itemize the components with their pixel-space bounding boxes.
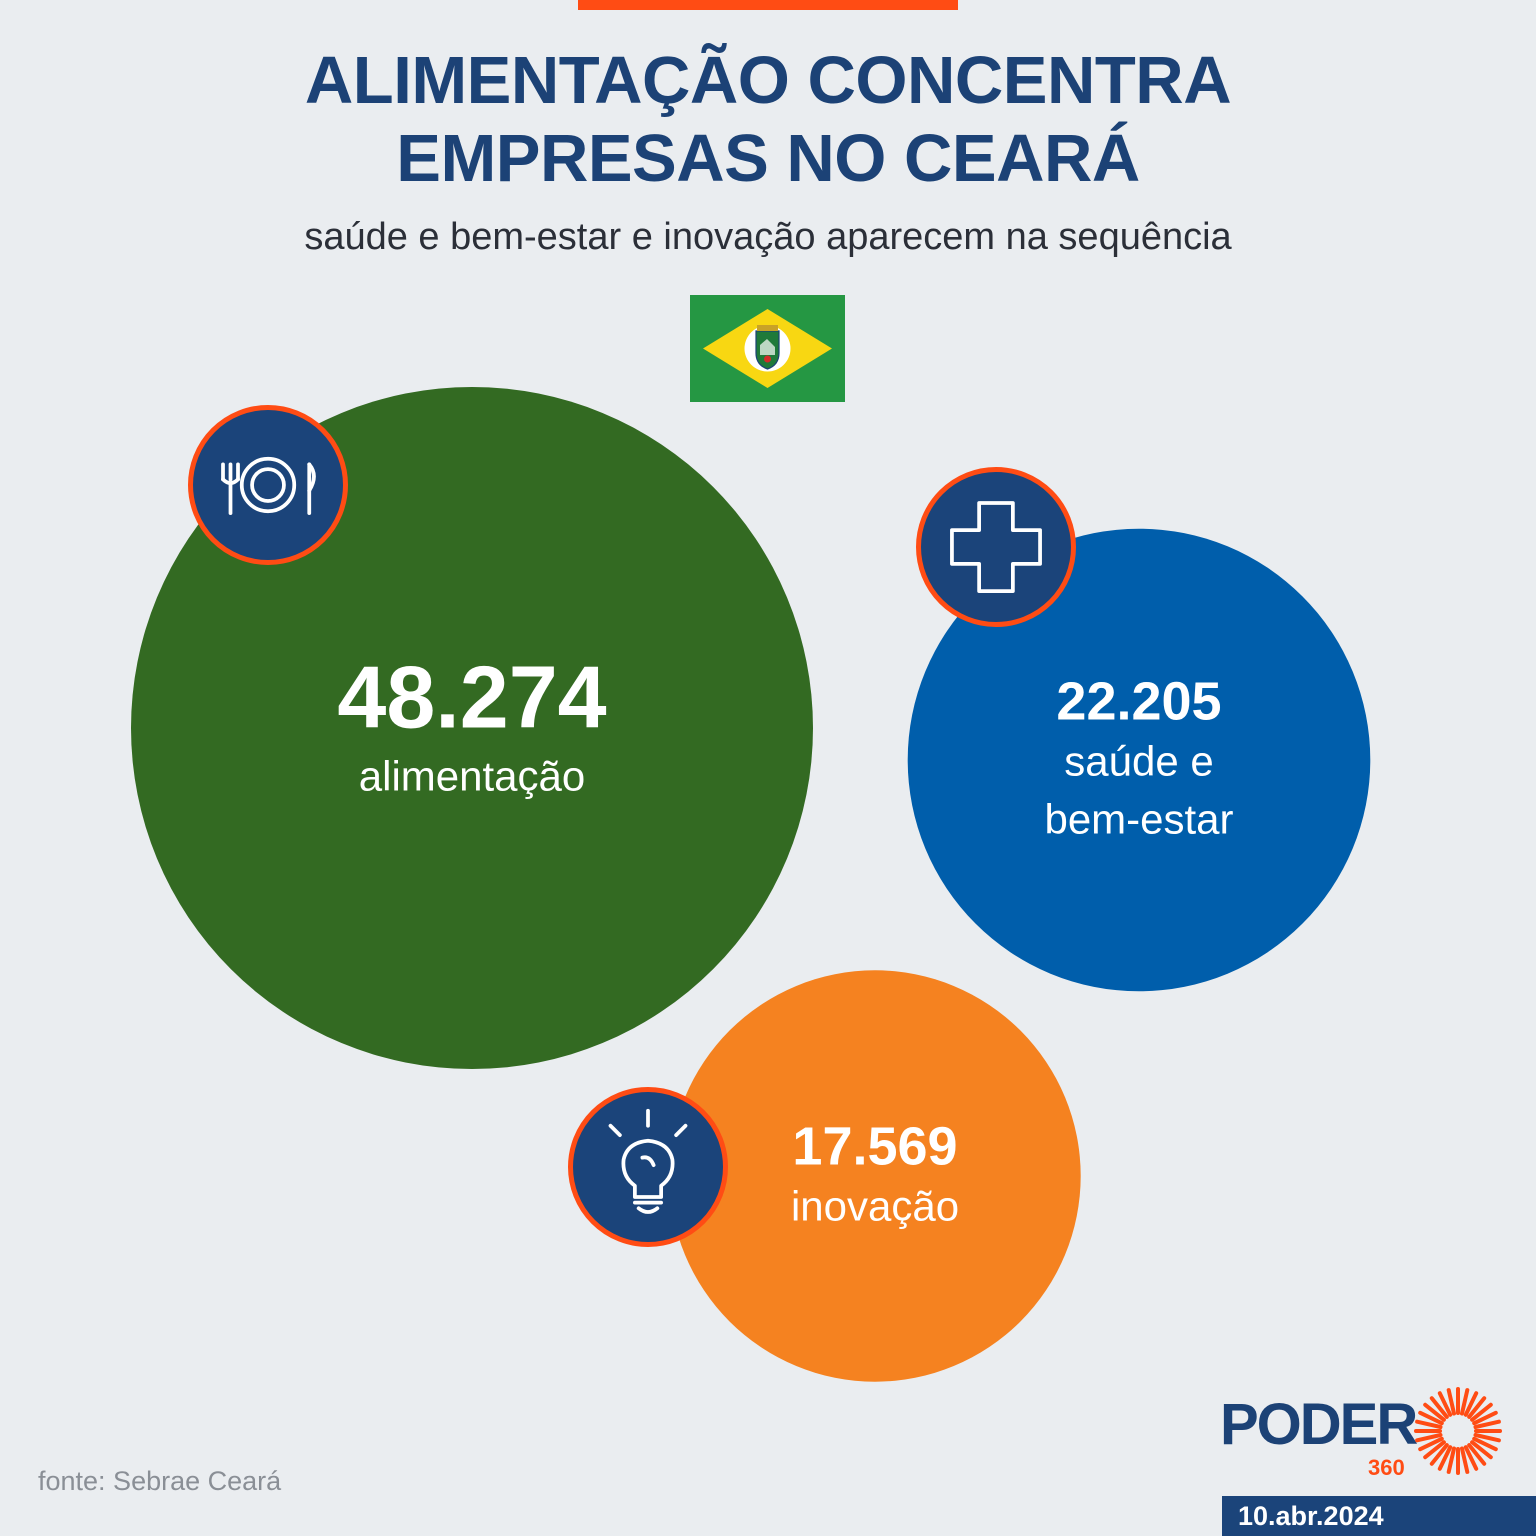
bubble-category-label: alimentação xyxy=(359,752,585,799)
bubble-category-label: bem-estar xyxy=(1044,796,1233,843)
sun-burst-icon xyxy=(1414,1387,1502,1475)
logo-word: PODER xyxy=(1220,1392,1418,1457)
bubble-value-label: 48.274 xyxy=(337,648,606,747)
ceara-flag-icon xyxy=(690,295,845,402)
source-note: fonte: Sebrae Ceará xyxy=(38,1466,282,1496)
top-accent-bar xyxy=(578,0,958,10)
bubble-value-label: 17.569 xyxy=(792,1117,957,1177)
plate-cutlery-icon xyxy=(188,405,348,565)
title-line-1: ALIMENTAÇÃO CONCENTRA xyxy=(304,43,1232,118)
bubble-circle xyxy=(669,970,1081,1382)
bubble-category-label: saúde e xyxy=(1064,738,1213,785)
page-subtitle: saúde e bem-estar e inovação aparecem na… xyxy=(304,216,1232,258)
bubble-category-label: inovação xyxy=(791,1183,959,1230)
poder360-logo: PODER 360 xyxy=(1220,1385,1510,1485)
bubble-circle xyxy=(907,528,1371,992)
bubble-saude: 22.205 saúde e bem-estar xyxy=(907,528,1371,992)
bubble-value-label: 22.205 xyxy=(1056,672,1221,732)
title-line-2: EMPRESAS NO CEARÁ xyxy=(396,121,1140,196)
publish-date: 10.abr.2024 xyxy=(1222,1496,1536,1536)
lightbulb-icon xyxy=(568,1087,728,1247)
bubble-inovacao: 17.569 inovação xyxy=(669,970,1081,1382)
page-title: ALIMENTAÇÃO CONCENTRA EMPRESAS NO CEARÁ xyxy=(0,42,1536,198)
logo-number: 360 xyxy=(1368,1455,1405,1480)
medical-cross-icon xyxy=(916,467,1076,627)
